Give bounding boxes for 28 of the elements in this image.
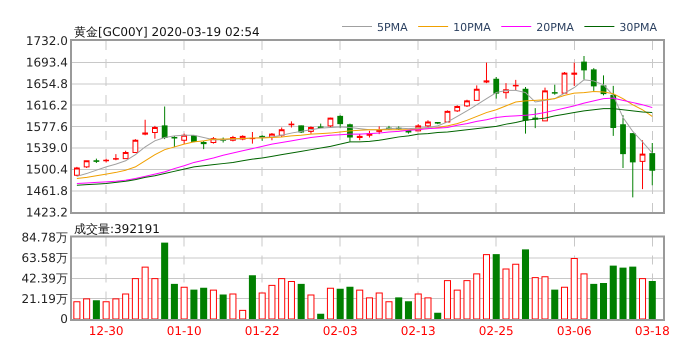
y-tick-label: 42.39万 bbox=[21, 271, 68, 286]
x-tick-label: 03-18 bbox=[634, 324, 670, 338]
legend-label: 20PMA bbox=[536, 20, 574, 34]
y-tick-label: 1616.2 bbox=[26, 98, 68, 112]
y-tick-label: 84.78万 bbox=[21, 230, 68, 245]
x-tick-label: 12-30 bbox=[88, 324, 124, 338]
legend-label: 5PMA bbox=[377, 20, 408, 34]
x-tick-label: 01-10 bbox=[166, 324, 202, 338]
chart-title: 黄金[GC00Y] 2020-03-19 02:54 bbox=[74, 25, 260, 39]
y-tick-label: 1732.0 bbox=[26, 34, 68, 48]
legend-label: 30PMA bbox=[619, 20, 658, 34]
y-tick-label: 1423.2 bbox=[26, 205, 68, 220]
x-tick-label: 03-06 bbox=[556, 324, 592, 338]
y-tick-label: 0 bbox=[60, 312, 68, 326]
y-tick-label: 1539.0 bbox=[26, 141, 68, 156]
legend-label: 10PMA bbox=[453, 20, 492, 34]
x-tick-label: 02-25 bbox=[478, 324, 514, 338]
y-tick-label: 1654.8 bbox=[26, 77, 68, 92]
chart-title: 成交量:392191 bbox=[74, 222, 160, 236]
y-tick-label: 21.19万 bbox=[21, 292, 68, 306]
x-tick-label: 02-03 bbox=[322, 324, 358, 338]
y-tick-label: 1500.4 bbox=[26, 162, 68, 177]
y-tick-label: 63.58万 bbox=[21, 251, 68, 266]
x-tick-label: 02-13 bbox=[400, 324, 436, 338]
y-tick-label: 1693.4 bbox=[26, 56, 68, 70]
y-tick-label: 1577.6 bbox=[26, 120, 68, 134]
y-tick-label: 1461.8 bbox=[26, 184, 68, 198]
x-tick-label: 01-22 bbox=[244, 324, 280, 338]
